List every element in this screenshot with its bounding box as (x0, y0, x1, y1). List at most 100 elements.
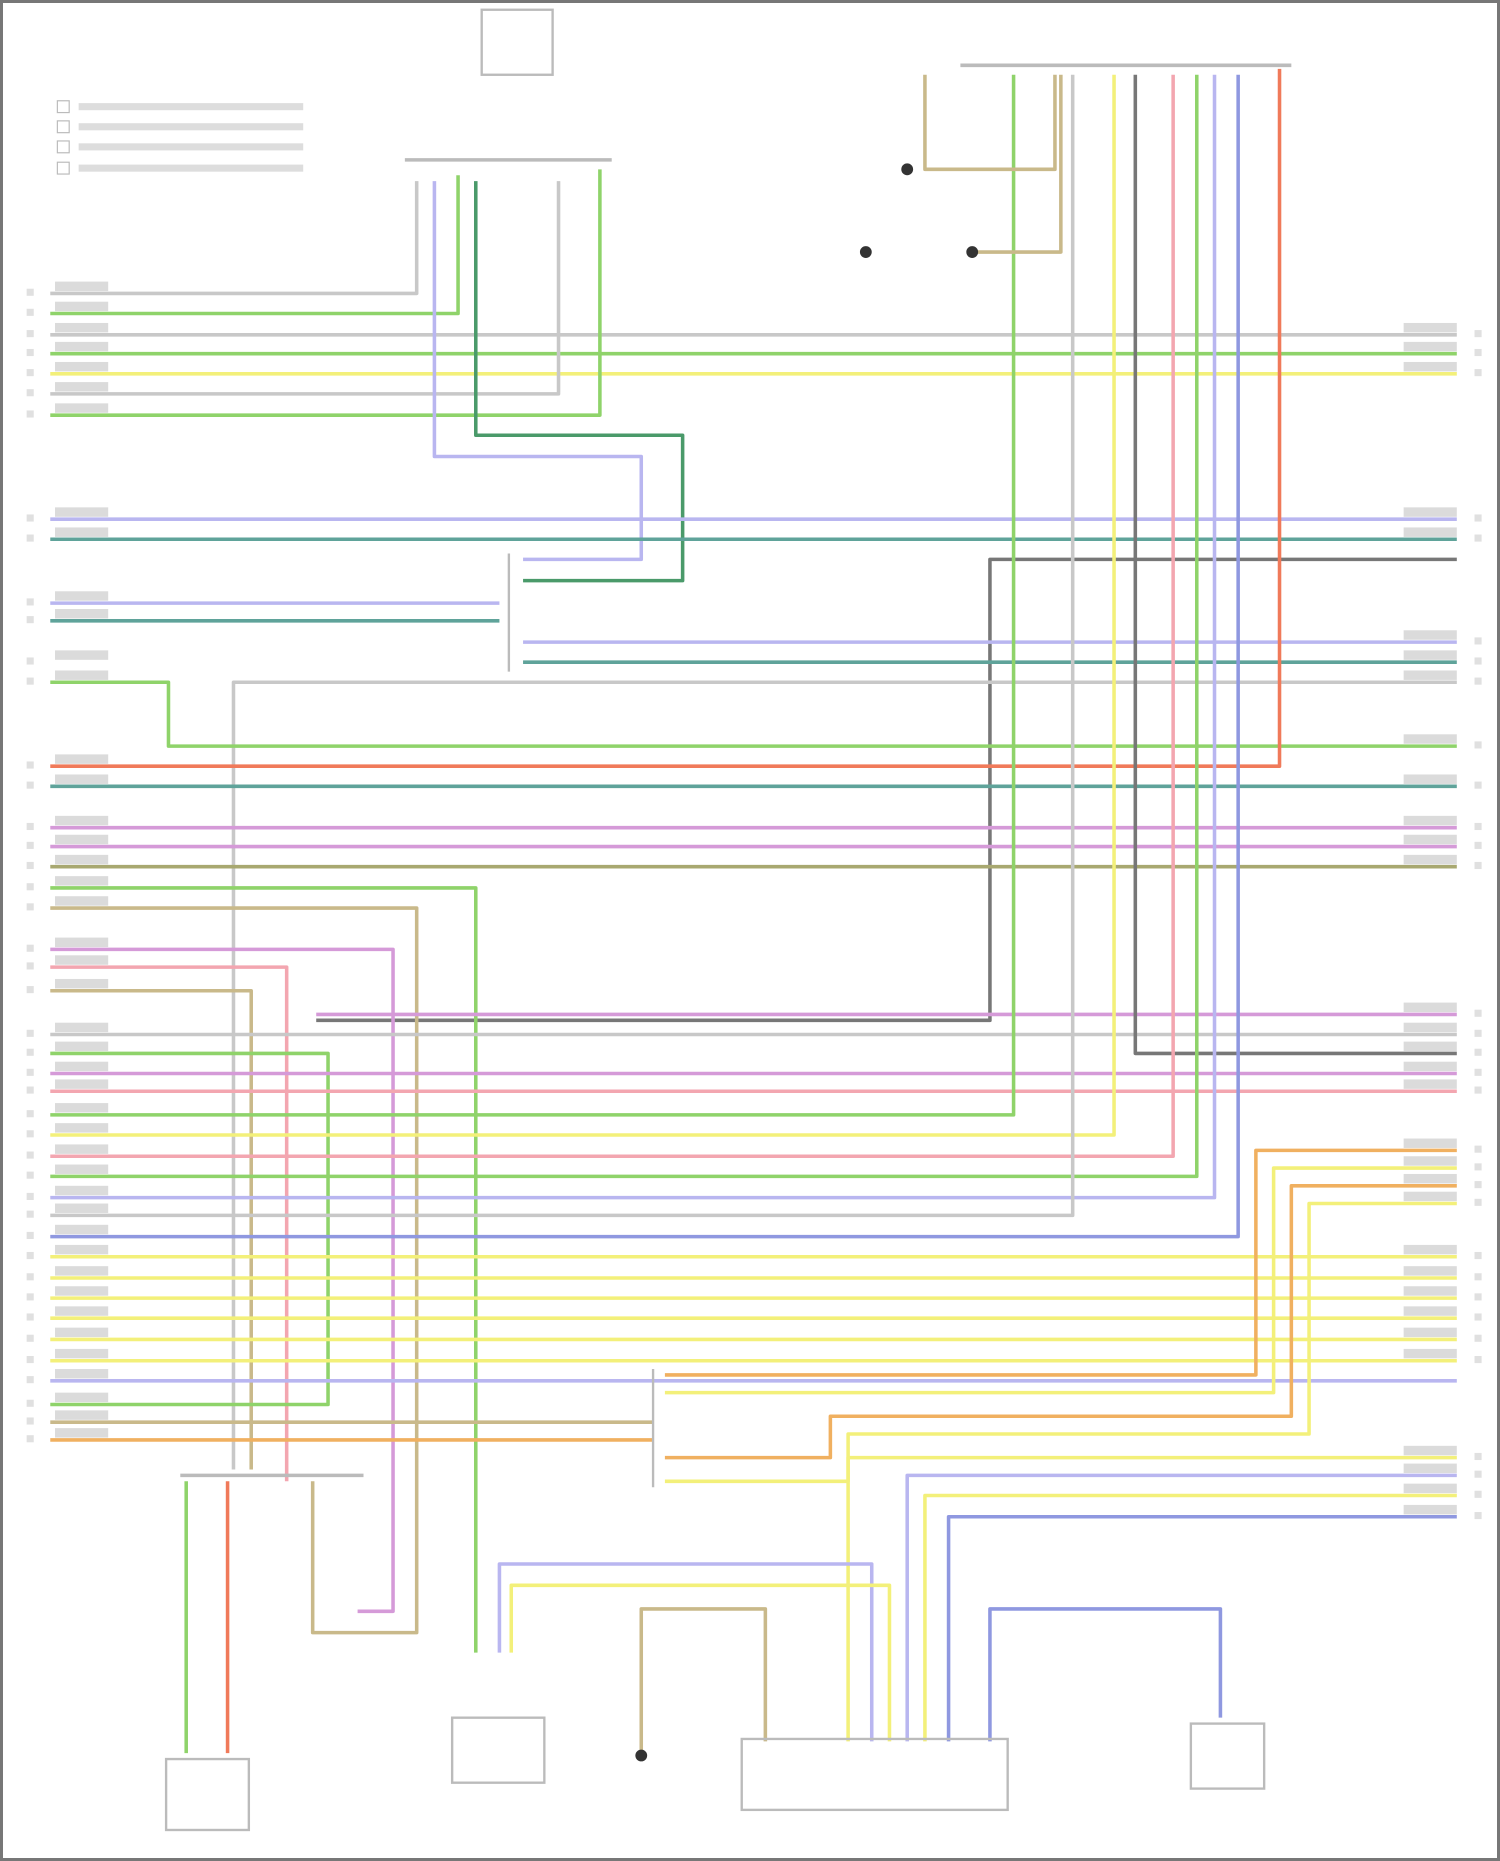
pin-number (1474, 1273, 1482, 1281)
pin-number (26, 677, 34, 685)
wire-label (55, 1327, 109, 1338)
pin-number (26, 1086, 34, 1094)
wire-label (1403, 1041, 1457, 1052)
wire-label (1403, 834, 1457, 845)
wire-green (50, 175, 460, 316)
wire-lavender (905, 1473, 1457, 1742)
bottom-left-module (164, 1757, 251, 1832)
bottom-right-switch (1189, 1722, 1266, 1790)
wire-label (1403, 1348, 1457, 1359)
wire-violet (50, 947, 395, 1614)
pin-number (1474, 1029, 1482, 1037)
legend-marker (56, 140, 70, 154)
pin-number (1474, 1068, 1482, 1076)
pin-number (1474, 1512, 1482, 1520)
wire-label (55, 507, 109, 517)
pin-number (26, 1231, 34, 1239)
pin-number (1474, 1163, 1482, 1171)
pin-number (26, 1151, 34, 1159)
pin-number (1474, 1470, 1482, 1478)
pin-number (26, 348, 34, 357)
pin-number (1474, 348, 1482, 357)
wire-label (55, 1306, 109, 1316)
pin-number (1474, 637, 1482, 645)
wire-label (1403, 1266, 1457, 1276)
wire-tan (50, 989, 253, 1470)
wire-gray (50, 181, 561, 396)
pin-number (1474, 1009, 1482, 1017)
wire-tan (972, 74, 1063, 254)
pin-number (1474, 1313, 1482, 1321)
pin-number (26, 1293, 34, 1301)
wire-label (55, 1428, 109, 1438)
pin-number (1474, 514, 1482, 522)
pin-number (1474, 861, 1482, 870)
wire-label (1403, 1286, 1457, 1296)
pin-number (26, 1110, 34, 1118)
wire-label (55, 650, 109, 660)
wire-label (1403, 1191, 1457, 1202)
pin-number (1474, 1251, 1482, 1260)
wire-label (1403, 361, 1457, 372)
legend-marker (56, 120, 70, 134)
wire-label (1403, 1244, 1457, 1255)
wire-tan (923, 74, 1057, 172)
pin-number (1474, 657, 1482, 665)
wire-label (1403, 1483, 1457, 1494)
pin-number (26, 861, 34, 870)
wire-label (55, 978, 109, 989)
pin-number (26, 1171, 34, 1179)
wire-label (55, 1286, 109, 1296)
pin-number (26, 903, 34, 911)
wire-label (1403, 854, 1457, 865)
wire-label (55, 876, 109, 886)
wire-label (55, 341, 109, 352)
pin-number (1474, 330, 1482, 338)
wire-darkgreen (474, 181, 685, 583)
pin-number (26, 1356, 34, 1364)
pin-number (26, 1048, 34, 1056)
wire-darkgray (316, 557, 1457, 1023)
wire-label (55, 1244, 109, 1255)
wire-darkgray (1133, 74, 1457, 1056)
wire-blue (50, 74, 1240, 1239)
wire-label (55, 955, 109, 965)
pin-number (26, 1334, 34, 1342)
wire-green (50, 680, 1457, 748)
wire-orange (664, 1184, 1457, 1460)
pin-number (26, 986, 34, 994)
wire-label (1403, 1306, 1457, 1316)
pin-number (1474, 1145, 1482, 1153)
wire-label (55, 1410, 109, 1420)
wire-orange (664, 1148, 1457, 1377)
wire-label (1403, 1061, 1457, 1072)
wire-label (55, 1041, 109, 1052)
wire-label (55, 1266, 109, 1276)
wire-lavender (432, 181, 644, 562)
wire-label (55, 1185, 109, 1196)
pin-number (26, 657, 34, 665)
wire-label (1403, 734, 1457, 744)
wire-label (55, 1203, 109, 1213)
pin-number (1474, 741, 1482, 749)
wire-label (1403, 774, 1457, 784)
wire-yellow (664, 1166, 1457, 1395)
legend-entry (78, 164, 304, 172)
pin-number (26, 410, 34, 418)
wire-yellow (664, 1201, 1457, 1484)
wire-pink (50, 965, 289, 1482)
legend-marker (56, 161, 70, 175)
wire-yellow (846, 1455, 1457, 1742)
wire-label (1403, 1079, 1457, 1089)
pin-number (26, 781, 34, 789)
pin-number (1474, 1198, 1482, 1206)
pin-number (1474, 1048, 1482, 1056)
pin-number (26, 962, 34, 970)
wire-label (55, 1103, 109, 1113)
wire-label (55, 670, 109, 680)
wire-green (50, 886, 478, 1653)
wire-yellow (50, 74, 1116, 1137)
pin-number (1474, 534, 1482, 542)
pin-number (26, 841, 34, 849)
